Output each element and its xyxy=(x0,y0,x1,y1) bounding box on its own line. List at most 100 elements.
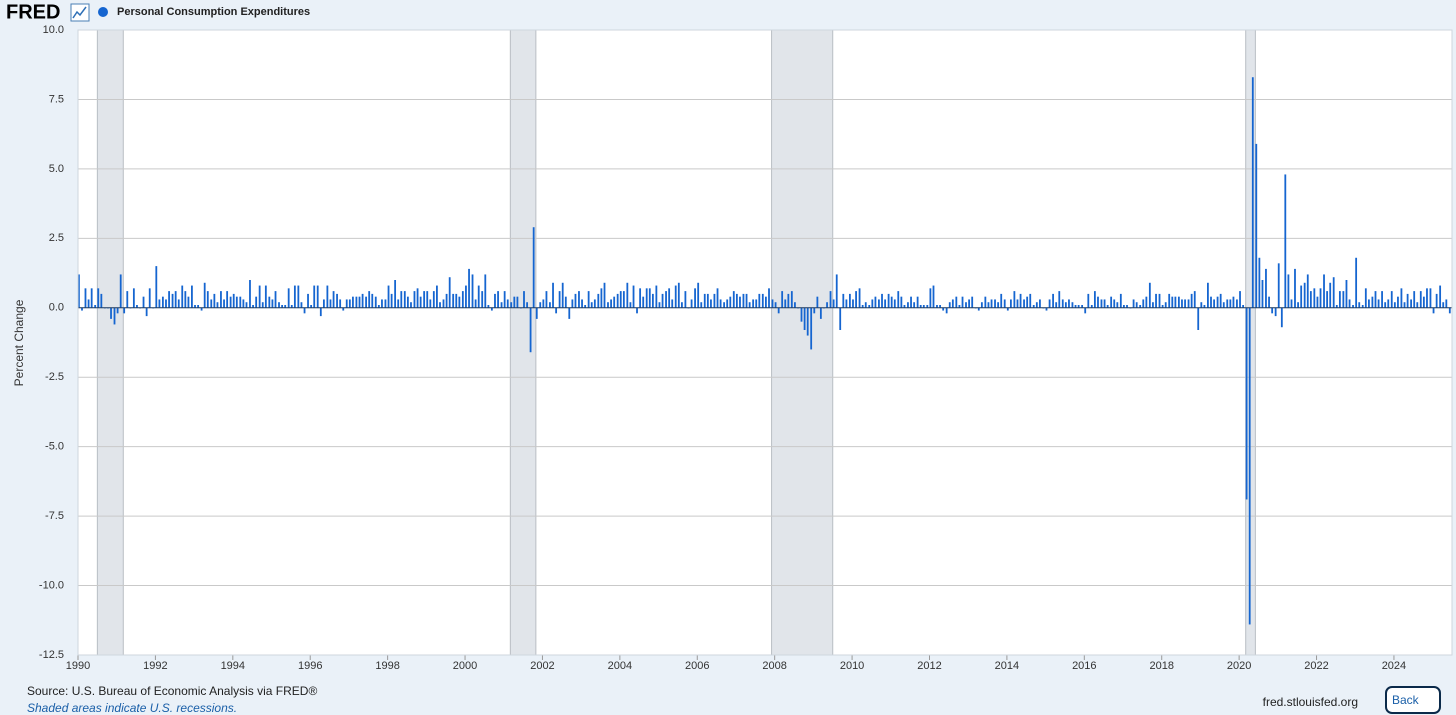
y-tick-label: -12.5 xyxy=(39,649,64,661)
bar xyxy=(358,296,361,308)
bar xyxy=(739,296,741,308)
bar xyxy=(1174,296,1177,308)
bar xyxy=(210,299,213,308)
bar xyxy=(1297,302,1299,308)
bar xyxy=(1309,291,1312,308)
bar xyxy=(384,299,387,308)
bar xyxy=(1419,291,1422,308)
back-button[interactable]: Back xyxy=(1385,686,1441,714)
bar xyxy=(229,296,232,308)
bar xyxy=(1132,299,1135,308)
bar xyxy=(848,293,851,308)
bar xyxy=(932,285,935,308)
bar xyxy=(1381,291,1383,308)
bar xyxy=(729,296,732,308)
legend-marker xyxy=(98,7,108,17)
bar xyxy=(842,293,845,308)
bar xyxy=(387,285,390,308)
bar xyxy=(919,305,922,308)
bar xyxy=(642,296,645,308)
bar xyxy=(1410,299,1412,308)
bar xyxy=(1277,263,1280,308)
bar xyxy=(690,299,693,308)
x-tick-label: 1996 xyxy=(298,660,322,672)
bar xyxy=(852,299,854,308)
bar xyxy=(477,285,480,308)
bar xyxy=(1155,293,1157,308)
bar xyxy=(1074,305,1077,308)
bar xyxy=(342,307,345,311)
bar xyxy=(884,299,887,308)
bar xyxy=(119,274,122,308)
bar xyxy=(926,305,929,308)
bar xyxy=(794,302,796,308)
bar xyxy=(503,291,506,308)
bar xyxy=(813,307,816,314)
bar xyxy=(132,288,135,308)
bar xyxy=(290,305,293,308)
bar xyxy=(561,282,564,308)
recession-note: Shaded areas indicate U.S. recessions. xyxy=(27,701,237,715)
bar xyxy=(429,299,432,308)
back-button-frame[interactable] xyxy=(1385,686,1441,714)
bar xyxy=(1239,291,1241,308)
x-tick-label: 1992 xyxy=(143,660,167,672)
bar xyxy=(300,302,303,308)
x-tick-label: 2012 xyxy=(917,660,941,672)
bar xyxy=(1058,291,1061,308)
bar xyxy=(1280,307,1283,328)
bar xyxy=(765,296,767,308)
bar xyxy=(916,296,919,308)
bar xyxy=(445,293,448,308)
bar xyxy=(726,299,729,308)
bar xyxy=(1265,268,1267,308)
bar xyxy=(1374,291,1377,308)
bar xyxy=(200,307,203,311)
bar xyxy=(339,299,342,308)
bar xyxy=(216,302,219,308)
bar xyxy=(1006,307,1009,311)
bar xyxy=(1009,299,1012,308)
bar xyxy=(423,291,426,308)
bar xyxy=(945,307,948,314)
bar xyxy=(1393,302,1396,308)
bar xyxy=(1400,288,1403,308)
bar xyxy=(1435,293,1438,308)
bar xyxy=(461,291,464,308)
bar xyxy=(665,291,667,308)
bar xyxy=(1013,291,1016,308)
y-tick-label: -2.5 xyxy=(45,371,64,383)
y-tick-label: -10.0 xyxy=(39,579,64,591)
bar xyxy=(564,296,567,308)
y-tick-label: -7.5 xyxy=(45,510,64,522)
bar xyxy=(1342,291,1345,308)
bar xyxy=(677,282,680,308)
bar xyxy=(226,291,229,308)
bar xyxy=(1335,305,1338,308)
bar xyxy=(835,274,838,308)
bar xyxy=(719,299,722,308)
bar xyxy=(1232,296,1235,308)
bar xyxy=(774,302,777,308)
bar xyxy=(761,293,764,308)
bar xyxy=(161,296,164,308)
bar xyxy=(113,307,116,325)
bar xyxy=(1171,296,1174,308)
recession-band xyxy=(771,29,834,656)
bar xyxy=(1145,296,1148,308)
bar xyxy=(184,291,187,308)
bar xyxy=(1406,293,1409,308)
bar xyxy=(242,299,245,308)
bar xyxy=(832,299,835,308)
bar xyxy=(484,274,487,308)
bar xyxy=(249,280,251,308)
back-button-label[interactable]: Back xyxy=(1392,693,1420,707)
bar xyxy=(458,296,461,308)
bar xyxy=(377,305,380,308)
bar xyxy=(1358,302,1361,308)
bar xyxy=(390,293,393,308)
bar xyxy=(100,293,103,308)
bar xyxy=(1045,307,1048,311)
bar xyxy=(1116,302,1119,308)
